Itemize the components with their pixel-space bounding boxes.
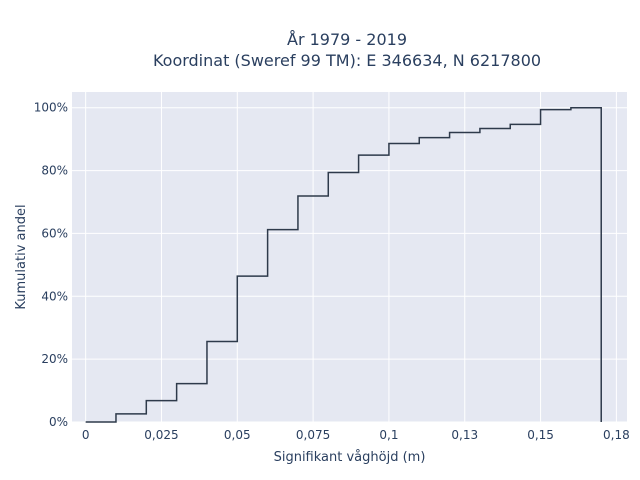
y-tick-label: 100% bbox=[34, 101, 68, 115]
y-tick-label: 60% bbox=[41, 226, 68, 240]
x-tick-label: 0,05 bbox=[224, 428, 251, 442]
x-tick-label: 0,025 bbox=[144, 428, 178, 442]
chart-title-line: Koordinat (Sweref 99 TM): E 346634, N 62… bbox=[153, 51, 541, 70]
y-tick-label: 40% bbox=[41, 289, 68, 303]
x-tick-label: 0 bbox=[82, 428, 90, 442]
x-tick-label: 0,075 bbox=[296, 428, 330, 442]
x-tick-label: 0,13 bbox=[451, 428, 478, 442]
series-layer bbox=[85, 106, 602, 423]
plot-area bbox=[72, 92, 627, 422]
y-axis-title: Kumulativ andel bbox=[14, 204, 29, 309]
y-tick-label: 20% bbox=[41, 352, 68, 366]
x-axis-title: Signifikant våghöjd (m) bbox=[274, 450, 426, 465]
chart-title: År 1979 - 2019 Koordinat (Sweref 99 TM): … bbox=[153, 30, 541, 70]
x-tick-label: 0,18 bbox=[603, 428, 630, 442]
chart-title-line: År 1979 - 2019 bbox=[287, 30, 407, 49]
y-axis-ticks: 0% 20% 40% 60% 80% 100% bbox=[34, 101, 68, 429]
x-tick-label: 0,1 bbox=[379, 428, 398, 442]
y-tick-label: 0% bbox=[49, 415, 68, 429]
series-line bbox=[85, 106, 602, 423]
x-tick-label: 0,15 bbox=[527, 428, 554, 442]
y-gridlines bbox=[72, 107, 627, 423]
y-tick-label: 80% bbox=[41, 164, 68, 178]
x-axis-ticks: 0 0,025 0,05 0,075 0,1 0,13 0,15 0,18 bbox=[82, 428, 630, 442]
